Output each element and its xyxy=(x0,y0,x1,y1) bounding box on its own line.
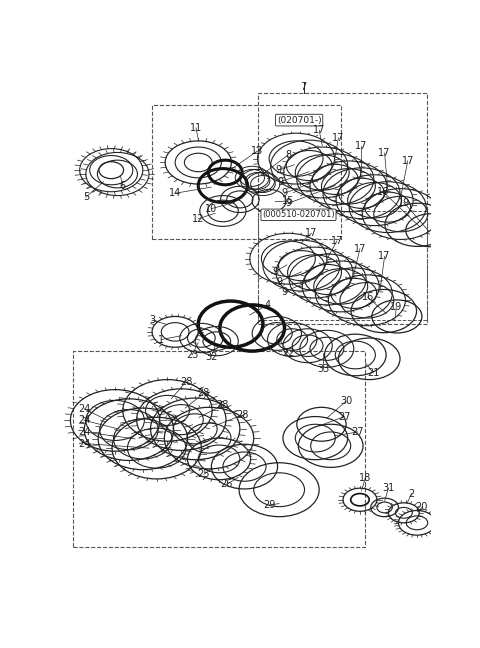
Text: 31: 31 xyxy=(383,483,395,493)
Text: 17: 17 xyxy=(332,133,345,143)
Text: 27: 27 xyxy=(338,411,351,422)
Text: 30: 30 xyxy=(340,396,352,406)
Text: 16: 16 xyxy=(361,292,374,302)
Text: 13: 13 xyxy=(252,146,264,156)
Text: 17: 17 xyxy=(355,141,368,150)
Text: 24: 24 xyxy=(78,415,91,425)
Text: 28: 28 xyxy=(216,400,229,410)
Text: 24: 24 xyxy=(78,404,91,414)
Text: 10: 10 xyxy=(205,203,217,214)
Text: 14: 14 xyxy=(169,189,181,198)
Text: 8: 8 xyxy=(285,150,291,160)
Text: 32: 32 xyxy=(205,351,217,362)
Text: 11: 11 xyxy=(190,123,202,133)
Text: 17: 17 xyxy=(378,148,391,158)
Text: 17: 17 xyxy=(305,228,318,238)
Text: 17: 17 xyxy=(331,236,343,246)
Text: 33: 33 xyxy=(317,364,329,374)
Text: 7: 7 xyxy=(300,82,307,91)
Text: 4: 4 xyxy=(264,300,271,310)
Text: (000510-020701): (000510-020701) xyxy=(262,211,335,219)
Text: 9: 9 xyxy=(281,189,288,198)
Text: 20: 20 xyxy=(415,502,428,513)
Text: 2: 2 xyxy=(408,489,415,498)
Text: 17: 17 xyxy=(354,244,366,254)
Text: 28: 28 xyxy=(197,388,210,399)
Bar xyxy=(73,351,365,548)
Text: 9: 9 xyxy=(275,165,281,175)
Text: 5: 5 xyxy=(83,192,89,202)
Text: 19: 19 xyxy=(398,198,410,207)
Text: 29: 29 xyxy=(263,500,276,510)
Text: 24: 24 xyxy=(78,439,91,448)
Text: 9: 9 xyxy=(276,277,282,287)
Bar xyxy=(258,93,427,324)
Text: 17: 17 xyxy=(313,125,325,135)
Text: 12: 12 xyxy=(192,214,204,224)
Text: 9: 9 xyxy=(281,287,288,297)
Bar xyxy=(152,105,341,240)
Text: 25: 25 xyxy=(197,469,210,480)
Text: 1: 1 xyxy=(158,334,164,345)
Text: (020701-): (020701-) xyxy=(277,115,322,124)
Text: 9: 9 xyxy=(272,267,278,277)
Text: 23: 23 xyxy=(186,350,198,360)
Text: 28: 28 xyxy=(180,377,192,387)
Text: 3: 3 xyxy=(149,316,155,325)
Text: 22: 22 xyxy=(282,349,295,358)
Text: 17: 17 xyxy=(401,156,414,166)
Text: 26: 26 xyxy=(221,480,233,489)
Text: 15: 15 xyxy=(282,196,295,206)
Text: 16: 16 xyxy=(377,187,389,197)
Bar xyxy=(258,211,427,320)
Text: 6: 6 xyxy=(120,181,126,191)
Text: 18: 18 xyxy=(359,473,372,483)
Text: 17: 17 xyxy=(378,251,391,261)
Text: 9: 9 xyxy=(277,177,284,187)
Text: 24: 24 xyxy=(78,427,91,437)
Text: 19: 19 xyxy=(390,302,402,312)
Text: 21: 21 xyxy=(367,367,379,378)
Text: 9: 9 xyxy=(285,198,291,208)
Text: 28: 28 xyxy=(236,410,248,420)
Text: 27: 27 xyxy=(351,427,364,437)
